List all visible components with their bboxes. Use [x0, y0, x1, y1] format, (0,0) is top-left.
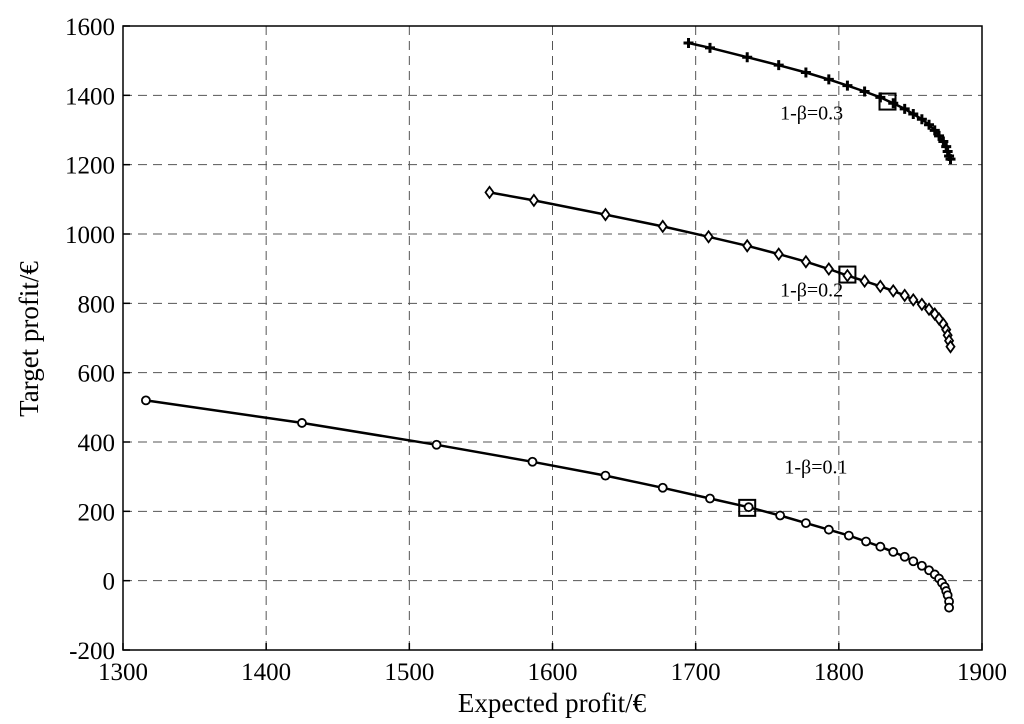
selected-point-marker [738, 498, 757, 517]
y-tick-label: 600 [78, 361, 116, 388]
x-tick-label: 1900 [957, 659, 1007, 686]
series [141, 395, 954, 613]
x-tick-label: 1600 [528, 659, 578, 686]
data-point [431, 439, 442, 450]
data-point [527, 456, 538, 467]
data-point [823, 261, 834, 277]
y-tick-label: -200 [69, 638, 115, 665]
series-group [141, 37, 956, 613]
data-point [600, 207, 611, 222]
data-point [773, 247, 784, 262]
data-point [945, 154, 956, 165]
data-point [842, 80, 853, 91]
y-tick-label: 800 [78, 291, 116, 318]
data-point [484, 185, 495, 200]
data-point [742, 52, 753, 63]
data-point [888, 98, 899, 109]
data-point [703, 229, 714, 244]
data-point [908, 109, 919, 120]
data-point [528, 193, 540, 208]
data-point [600, 470, 611, 481]
data-point [800, 254, 812, 269]
data-point [704, 42, 715, 53]
data-point [742, 238, 753, 253]
data-point [924, 119, 935, 130]
data-point [800, 67, 811, 78]
data-point [934, 130, 945, 141]
data-point [657, 482, 668, 493]
data-point [938, 136, 949, 147]
data-point [908, 292, 919, 307]
data-point [843, 530, 854, 541]
data-point [899, 103, 910, 114]
data-point [923, 302, 935, 317]
data-point [705, 493, 715, 504]
data-point [657, 219, 668, 234]
data-point [775, 510, 786, 521]
data-point [801, 518, 811, 529]
data-point [297, 418, 307, 428]
data-point [888, 546, 899, 557]
x-tick-label: 1700 [671, 659, 721, 686]
data-point [683, 37, 694, 48]
data-point [916, 297, 927, 312]
data-point [842, 268, 853, 283]
tick-group: 1300 1400 1500 1600 1700 1800 1900 -200 0 200 400 6… [65, 14, 1007, 686]
data-point [743, 502, 754, 513]
y-tick-label: 400 [78, 430, 116, 457]
y-tick-label: 1000 [65, 222, 115, 249]
data-point [875, 279, 886, 294]
data-point [875, 541, 886, 552]
data-point [908, 556, 919, 567]
data-point [859, 274, 870, 289]
y-axis-label: Target profit/€ [14, 261, 44, 417]
annotation-group: 1-β=0.3 1-β=0.2 1-β=0.1 [780, 103, 847, 479]
y-tick-label: 1200 [65, 153, 115, 180]
data-point [861, 536, 871, 547]
y-tick-label: 1400 [65, 83, 115, 110]
grid-lines [123, 26, 982, 650]
data-point [141, 395, 151, 406]
data-point [916, 560, 927, 571]
x-axis-label: Expected profit/€ [458, 688, 647, 718]
series [484, 185, 956, 354]
data-point [945, 339, 956, 354]
data-point [773, 60, 784, 71]
x-tick-label: 1800 [814, 659, 864, 686]
data-point [823, 524, 834, 535]
x-tick-label: 1300 [98, 659, 148, 686]
selected-point-marker [838, 265, 857, 284]
y-tick-label: 200 [78, 499, 116, 526]
series [683, 37, 956, 165]
data-point [888, 283, 899, 298]
data-point [899, 551, 910, 562]
data-point [823, 74, 834, 85]
selected-point-marker [878, 92, 897, 111]
series-annotation: 1-β=0.2 [780, 279, 843, 301]
data-point [944, 602, 954, 613]
series-annotation: 1-β=0.1 [784, 456, 847, 478]
series-annotation: 1-β=0.3 [780, 103, 843, 125]
data-point [916, 114, 927, 125]
x-tick-label: 1400 [241, 659, 291, 686]
y-tick-label: 0 [103, 569, 116, 596]
data-point [929, 125, 940, 136]
data-point [899, 288, 910, 303]
data-point [859, 86, 870, 97]
x-tick-label: 1500 [384, 659, 434, 686]
y-tick-label: 1600 [65, 14, 115, 41]
